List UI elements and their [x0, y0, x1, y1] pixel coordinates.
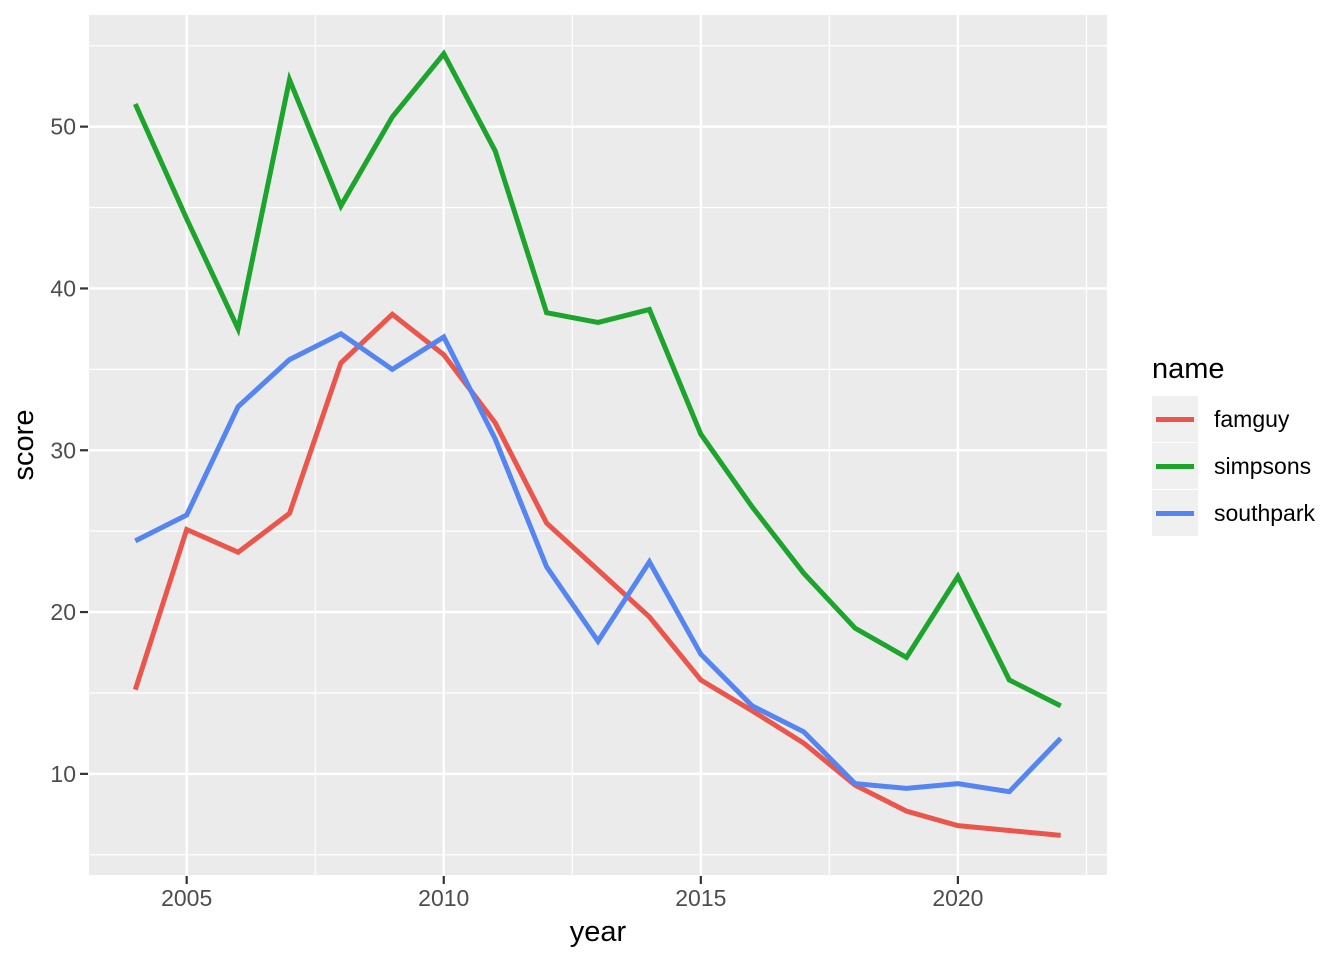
y-tick-label: 10: [50, 761, 76, 787]
y-tick-label: 20: [50, 599, 76, 625]
legend-key-box: [1152, 490, 1198, 536]
legend-line-swatch-famguy: [1156, 416, 1194, 422]
legend-title: name: [1152, 353, 1225, 385]
legend-entry-simpsons: simpsons: [1152, 443, 1315, 489]
legend-label-famguy: famguy: [1214, 405, 1290, 432]
x-axis-title: year: [570, 916, 627, 948]
legend-key-box: [1152, 443, 1198, 489]
x-tick-label: 2020: [932, 885, 983, 911]
x-tick-label: 2015: [675, 885, 726, 911]
series-line-famguy: [132, 311, 1061, 838]
series-line-southpark: [134, 330, 1063, 795]
series-line-simpsons: [133, 49, 1062, 709]
legend-label-simpsons: simpsons: [1214, 452, 1312, 479]
axis-layer: 2005 2010 2015 2020 10 20 30 40 50: [50, 114, 983, 911]
legend-line-swatch-southpark: [1156, 510, 1194, 516]
legend-entry-southpark: southpark: [1152, 490, 1315, 536]
series-layer: [132, 49, 1063, 838]
legend-label-southpark: southpark: [1214, 499, 1316, 526]
y-tick-label: 50: [50, 114, 76, 140]
legend-line-swatch-simpsons: [1156, 463, 1194, 469]
grid-layer: [89, 15, 1107, 875]
y-axis-title: score: [8, 410, 40, 481]
x-tick-label: 2005: [161, 885, 212, 911]
y-tick-label: 30: [50, 437, 76, 463]
x-tick-label: 2010: [418, 885, 469, 911]
plot-panel: [89, 15, 1107, 875]
y-tick-label: 40: [50, 275, 76, 301]
legend: name famguy simpsons southpark: [1152, 352, 1315, 537]
legend-entry-famguy: famguy: [1152, 396, 1315, 442]
legend-key-box: [1152, 396, 1198, 442]
